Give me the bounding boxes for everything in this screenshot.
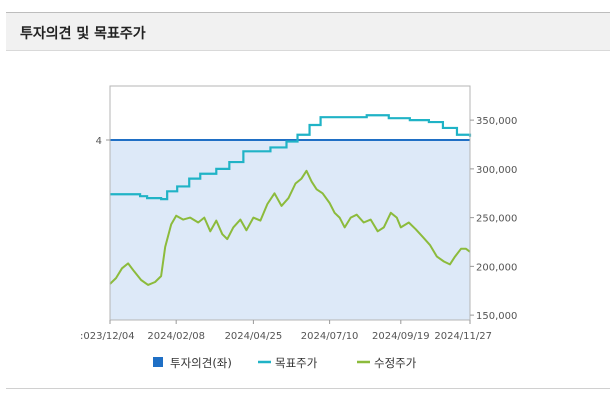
legend-label: 투자의견(좌) (170, 356, 232, 370)
y-left-tick-label: 4 (96, 136, 102, 147)
top-border (6, 12, 610, 13)
chart-container: 150,000 200,000 250,000 300,000 350,000 4 :023… (0, 52, 616, 392)
x-tick-label: 2024/02/08 (147, 331, 205, 342)
legend-label: 목표주가 (275, 356, 318, 370)
x-tick-label: 2024/09/19 (372, 331, 430, 342)
x-tick-label: 2024/07/10 (301, 331, 359, 342)
x-tick-label: 2024/11/27 (434, 331, 492, 342)
legend-target-price[interactable]: 목표주가 (258, 356, 318, 370)
legend-adjusted-price[interactable]: 수정주가 (357, 356, 417, 370)
y-right-tick-label: 250,000 (476, 214, 517, 225)
opinion-target-price-chart: 150,000 200,000 250,000 300,000 350,000 4 :023… (80, 85, 517, 370)
y-right-tick-label: 150,000 (476, 311, 517, 322)
chart-legend: 투자의견(좌) 목표주가 수정주가 (153, 356, 417, 370)
target-price-series-line (110, 114, 472, 201)
plot-area (109, 86, 472, 320)
adjusted-price-series-line (109, 169, 471, 286)
section-title: 투자의견 및 목표주가 (20, 26, 146, 42)
y-right-tick-label: 200,000 (476, 262, 517, 273)
plot-border (109, 85, 471, 321)
axes: 150,000 200,000 250,000 300,000 350,000 4 :023… (80, 85, 517, 342)
x-tick-label: :023/12/04 (80, 331, 135, 342)
y-right-tick-label: 350,000 (476, 116, 517, 127)
y-right-tick-label: 300,000 (476, 165, 517, 176)
x-tick-label: 2024/04/25 (225, 331, 283, 342)
legend-swatch (153, 357, 163, 367)
legend-label: 수정주가 (374, 356, 417, 370)
legend-opinion[interactable]: 투자의견(좌) (153, 356, 232, 370)
section-header: 투자의견 및 목표주가 (6, 13, 610, 51)
bottom-border (6, 388, 610, 389)
